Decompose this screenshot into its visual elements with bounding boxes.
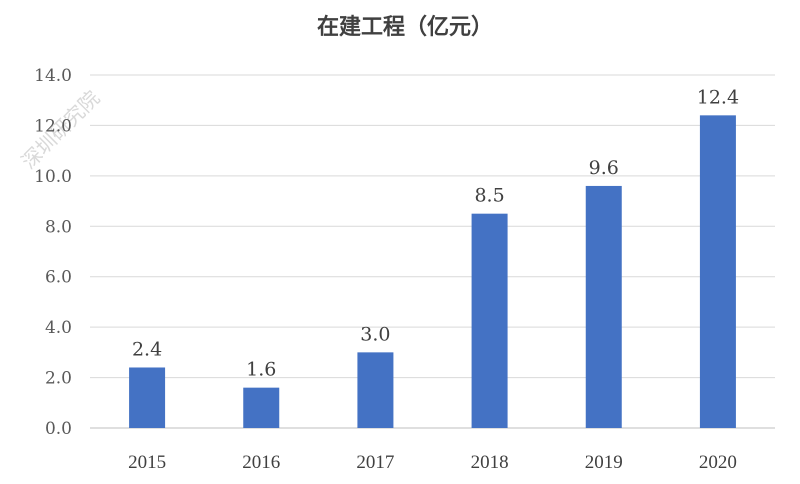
y-tick-label: 14.0 xyxy=(34,66,72,86)
bars xyxy=(129,115,736,428)
y-axis: 0.0 2.0 4.0 6.0 8.0 10.0 12.0 14.0 xyxy=(34,66,72,439)
data-label-2018: 8.5 xyxy=(474,185,504,207)
bar-2018 xyxy=(471,213,508,428)
y-tick-label: 12.0 xyxy=(34,116,72,136)
data-label-2019: 9.6 xyxy=(589,157,619,179)
chart-title: 在建工程（亿元） xyxy=(317,14,493,40)
gridlines xyxy=(90,74,775,429)
x-tick-label-2018: 2018 xyxy=(471,452,509,473)
x-tick-label-2017: 2017 xyxy=(356,452,394,473)
y-tick-label: 0.0 xyxy=(45,419,72,439)
x-tick-label-2020: 2020 xyxy=(699,452,737,473)
x-axis: 2015 2016 2017 2018 2019 2020 xyxy=(128,452,737,473)
x-tick-label-2019: 2019 xyxy=(585,452,623,473)
bar-2017 xyxy=(357,352,394,428)
data-label-2016: 1.6 xyxy=(246,359,276,381)
y-tick-label: 4.0 xyxy=(45,318,72,338)
data-label-2020: 12.4 xyxy=(697,86,739,108)
data-labels: 2.4 1.6 3.0 8.5 9.6 12.4 xyxy=(132,86,739,380)
y-tick-label: 6.0 xyxy=(45,268,72,288)
bar-2020 xyxy=(699,115,736,428)
data-label-2017: 3.0 xyxy=(360,323,390,345)
bar-2015 xyxy=(129,367,166,428)
y-tick-label: 2.0 xyxy=(45,369,72,389)
y-tick-label: 8.0 xyxy=(45,217,72,237)
bar-2019 xyxy=(585,185,622,428)
x-tick-label-2015: 2015 xyxy=(128,452,166,473)
y-tick-label: 10.0 xyxy=(34,167,72,187)
x-tick-label-2016: 2016 xyxy=(242,452,280,473)
bar-2016 xyxy=(243,387,280,428)
data-label-2015: 2.4 xyxy=(132,338,162,360)
